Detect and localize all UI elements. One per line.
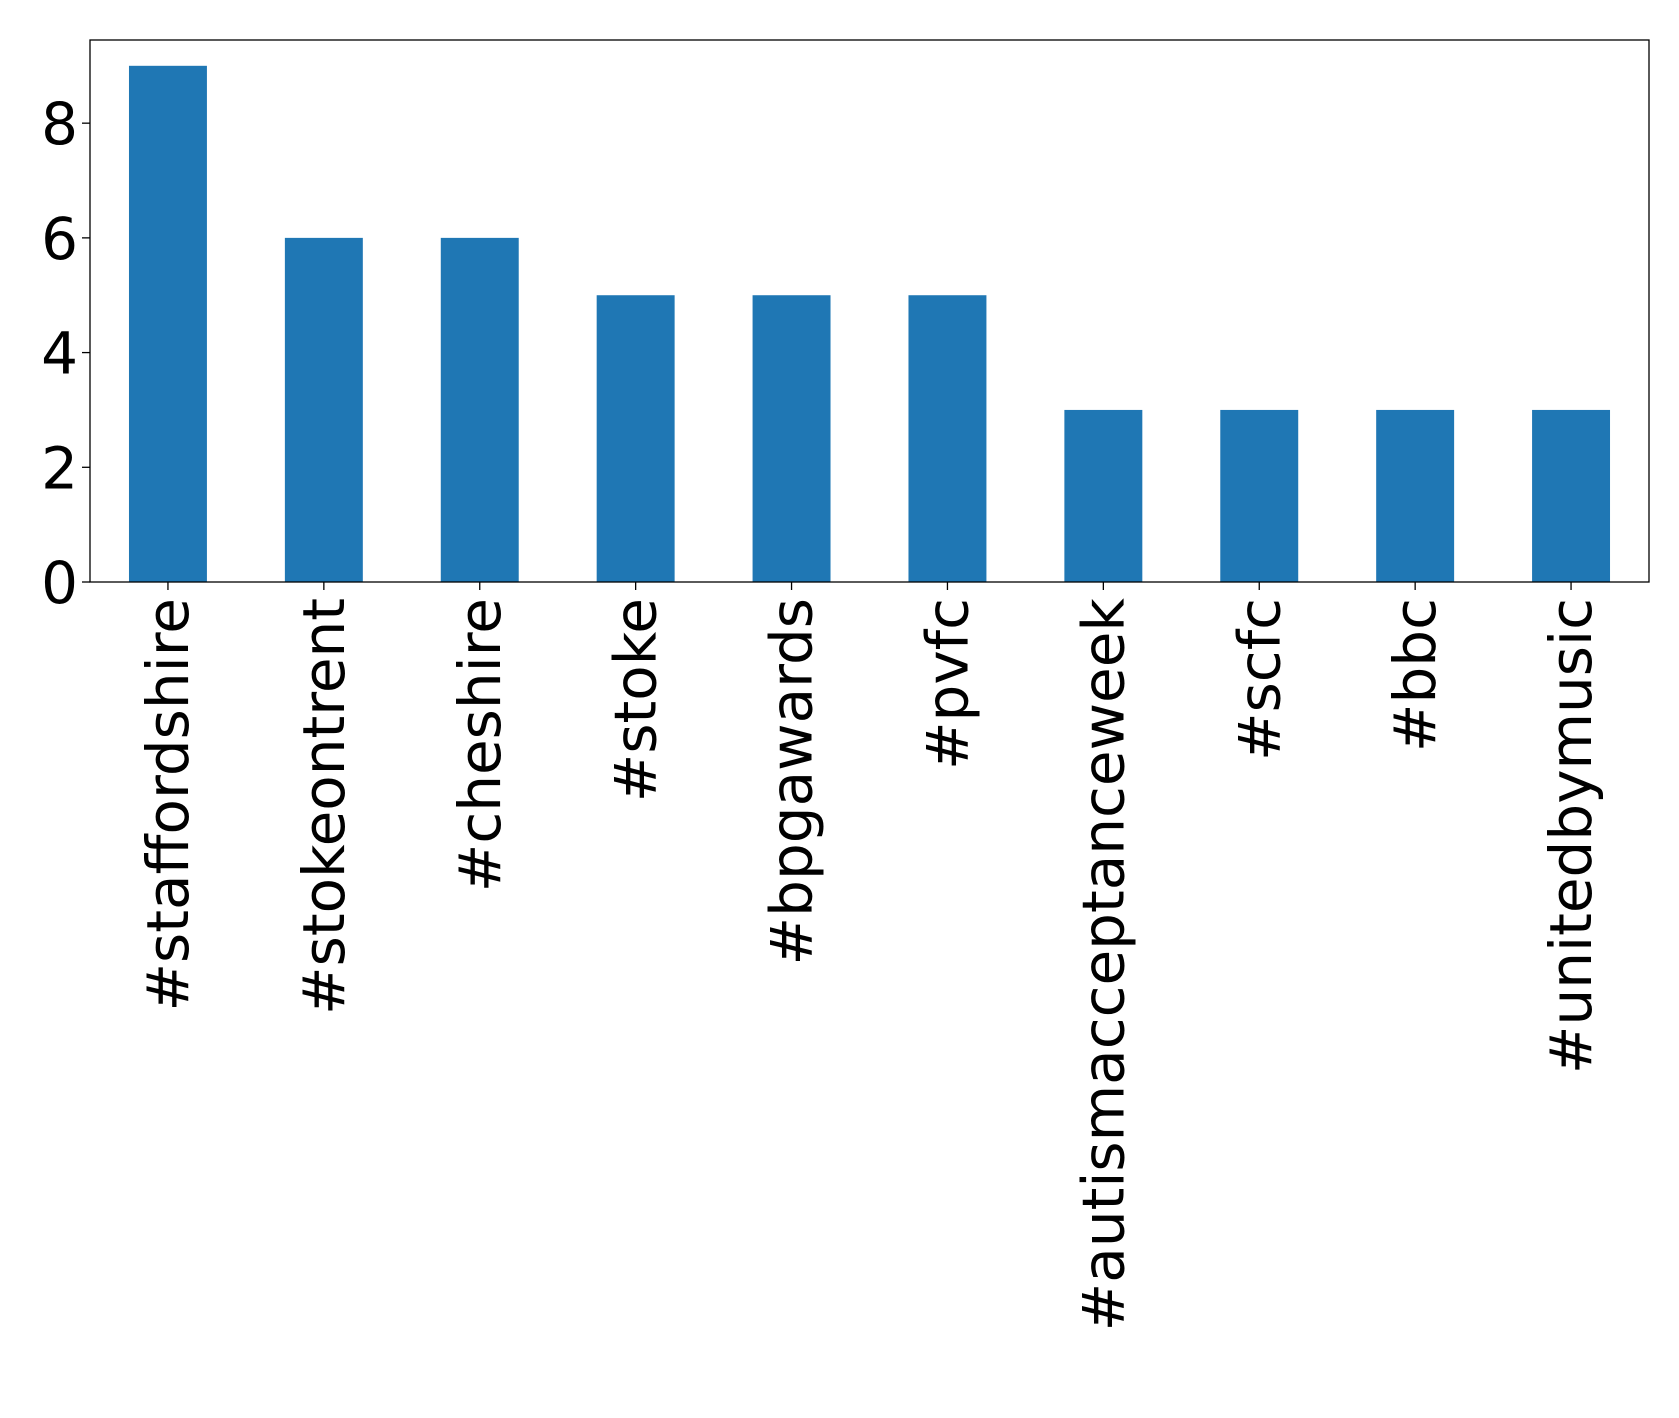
- bar-scfc: [1220, 409, 1299, 582]
- bar-unitedbymusic: [1532, 409, 1611, 582]
- x-tick-label: #stokeontrent: [290, 598, 358, 1015]
- y-tick-label: 8: [41, 90, 78, 158]
- bar-bbc: [1376, 409, 1455, 582]
- x-tick-label: #autismacceptanceweek: [1069, 598, 1137, 1332]
- x-tick-label: #bbc: [1381, 598, 1449, 752]
- plot-frame: [89, 39, 1650, 583]
- bar-autismacceptanceweek: [1064, 409, 1143, 582]
- x-tick-label: #cheshire: [446, 598, 514, 892]
- bar-bpgawards: [752, 295, 831, 582]
- x-tick-label: #pvfc: [913, 598, 981, 770]
- x-tick-label: #stoke: [602, 598, 670, 802]
- y-tick-label: 0: [41, 549, 78, 617]
- y-tick-label: 4: [41, 320, 78, 388]
- x-tick-label: #bpgawards: [758, 598, 826, 965]
- bar-staffordshire: [128, 65, 207, 583]
- bar-cheshire: [440, 237, 519, 582]
- y-tick-label: 6: [41, 205, 78, 273]
- x-tick-label: #scfc: [1225, 598, 1293, 761]
- bar-stokeontrent: [284, 237, 363, 582]
- y-axis: 0 2 4 6 8: [41, 90, 90, 617]
- x-axis: #staffordshire #stokeontrent #cheshire #sto…: [134, 582, 1605, 1331]
- x-tick-label: #unitedbymusic: [1537, 598, 1605, 1074]
- bar-pvfc: [908, 295, 987, 582]
- bar-stoke: [596, 295, 675, 582]
- y-tick-label: 2: [41, 434, 78, 502]
- x-tick-label: #staffordshire: [134, 598, 202, 1012]
- bars-group: [128, 65, 1611, 583]
